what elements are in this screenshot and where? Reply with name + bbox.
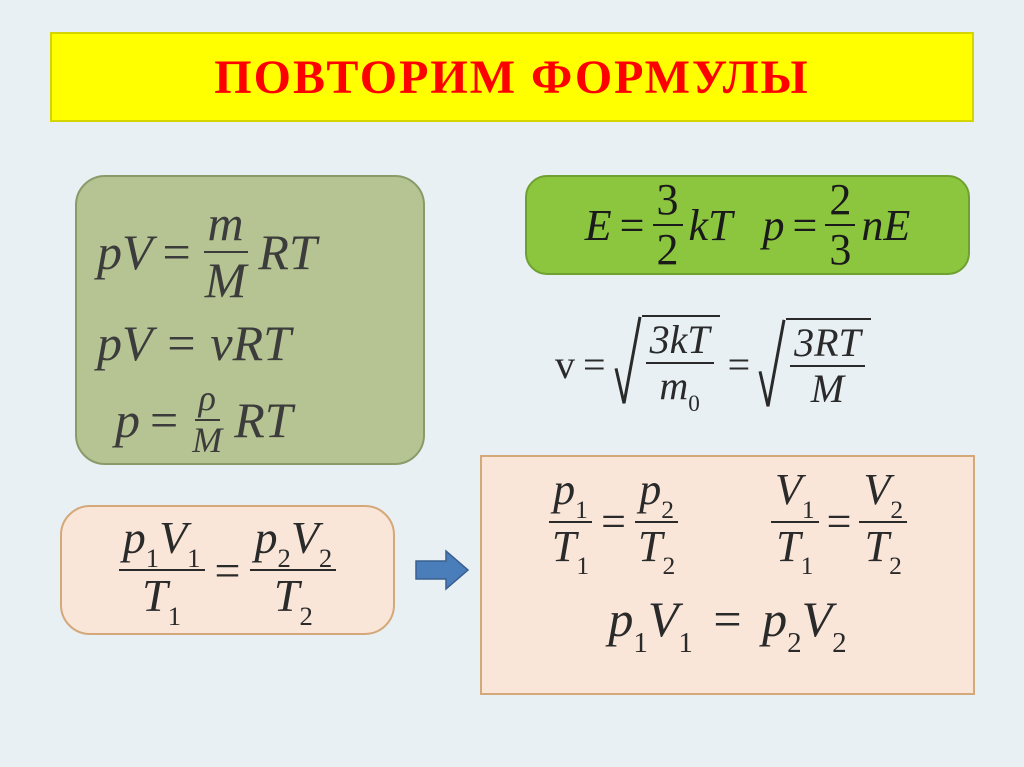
energy-pressure-box: E = 3 2 kT p = 2 3 nE <box>525 175 970 275</box>
formula-gay-lussac: p1 T1 = p2 T2 <box>548 467 679 576</box>
formula-pV-mM-RT: pV = m M RT <box>97 197 403 306</box>
formula-charles: V1 T1 = V2 T2 <box>771 467 907 576</box>
title-text: ПОВТОРИМ ФОРМУЛЫ <box>214 50 809 105</box>
formula-rms-velocity: v = 3kT m0 = 3RT M <box>555 315 871 413</box>
sqrt-icon <box>758 318 786 410</box>
formula-p-23nE: p = 2 3 nE <box>763 177 911 273</box>
formula-p-rhoM-RT: p = ρ M RT <box>97 380 403 460</box>
title-banner: ПОВТОРИМ ФОРМУЛЫ <box>50 32 974 122</box>
combined-gas-law-box: p1V1 T1 = p2V2 T2 <box>60 505 395 635</box>
sqrt-icon <box>614 315 642 407</box>
formula-combined-gas-law: p1V1 T1 = p2V2 T2 <box>119 514 337 626</box>
formula-E-32kT: E = 3 2 kT <box>585 177 733 273</box>
gas-laws-box: p1 T1 = p2 T2 V1 T1 = V2 T2 p1V1 = p2V2 <box>480 455 975 695</box>
arrow-right-icon <box>412 545 472 595</box>
ideal-gas-box: pV = m M RT pV = νRT p = ρ M RT <box>75 175 425 465</box>
formula-pV-nuRT: pV = νRT <box>97 314 403 372</box>
formula-boyle: p1V1 = p2V2 <box>502 590 953 655</box>
